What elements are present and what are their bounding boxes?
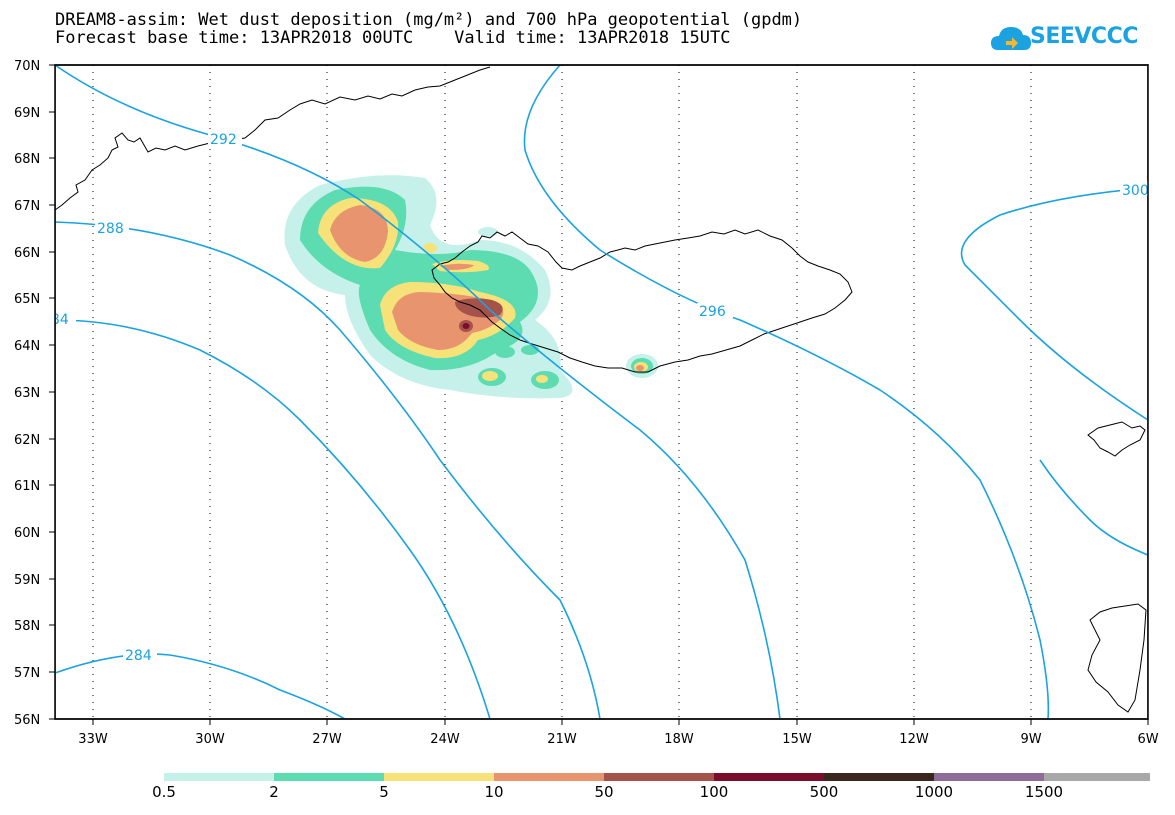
contour-label-288: 288 [97,221,124,237]
contour-label-292: 292 [210,132,237,148]
lat-label: 66N [14,246,40,261]
legend-label: 5 [379,783,389,801]
contour-300 [960,187,1149,421]
lat-label: 56N [14,713,40,728]
legend-label: 10 [484,783,504,801]
seevccc-logo: SEEVCCC [990,18,1138,60]
legend-label: 1500 [1024,783,1064,801]
map-frame [54,64,1149,720]
legend-swatch [824,773,934,781]
latitude-labels: 70N 69N 68N 67N 66N 65N 64N 63N 62N 61N … [14,59,40,728]
contour-296 [523,64,1050,720]
lat-label: 68N [14,152,40,167]
lon-label: 6W [1137,732,1158,747]
legend-label: 0.5 [152,783,176,801]
legend-swatch [934,773,1044,781]
lat-label: 58N [14,619,40,634]
dust-deposition-field [284,175,658,399]
lat-label: 61N [14,479,40,494]
legend-label: 500 [809,783,839,801]
axis-ticks [49,64,1149,725]
legend-label: 50 [594,783,614,801]
legend-swatch [274,773,384,781]
lon-label: 27W [312,732,342,747]
contour-label-296: 296 [699,304,726,320]
contour-288 [54,221,601,720]
lon-label: 21W [547,732,577,747]
lat-label: 64N [14,339,40,354]
lat-label: 62N [14,433,40,448]
lon-label: 24W [430,732,460,747]
lat-label: 65N [14,292,40,307]
lon-label: 9W [1020,732,1041,747]
legend-label: 1000 [914,783,954,801]
legend-label: 100 [699,783,729,801]
legend-swatch [494,773,604,781]
lat-label: 67N [14,199,40,214]
contour-label-300: 300 [1122,183,1149,199]
lat-label: 59N [14,573,40,588]
contour-284-lower [54,653,346,720]
map-title: DREAM8-assim: Wet dust deposition (mg/m²… [55,10,803,30]
lat-label: 63N [14,386,40,401]
legend-swatch [714,773,824,781]
logo-text: SEEVCCC [1030,24,1138,49]
lon-label: 33W [78,732,108,747]
lat-label: 69N [14,106,40,121]
lon-label: 30W [195,732,225,747]
legend-swatch [604,773,714,781]
lat-label: 70N [14,59,40,74]
lat-label: 57N [14,666,40,681]
cloud-icon [991,27,1031,50]
contour-label-284-lower: 284 [125,648,152,664]
lat-label: 60N [14,526,40,541]
contour-300-lower [1039,459,1149,556]
legend-swatch [164,773,274,781]
legend-swatch [384,773,494,781]
legend-swatch [1044,773,1150,781]
lon-label: 12W [899,732,929,747]
contour-284-upper [54,319,491,720]
legend-label: 2 [269,783,279,801]
lon-label: 18W [664,732,694,747]
map-subtitle: Forecast base time: 13APR2018 00UTC Vali… [55,28,731,48]
longitude-labels: 33W 30W 27W 24W 21W 18W 15W 12W 9W 6W [78,732,1158,747]
lon-label: 15W [782,732,812,747]
